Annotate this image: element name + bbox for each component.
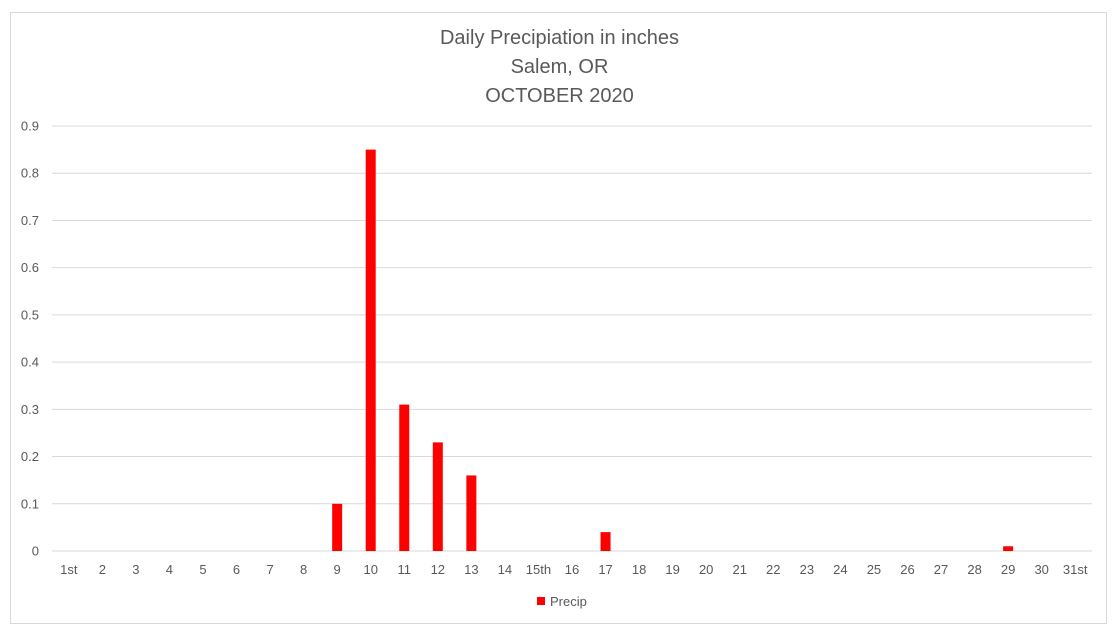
x-tick-label: 16 <box>565 562 579 577</box>
gridlines <box>52 125 1092 552</box>
y-tick-label: 0.3 <box>21 402 39 417</box>
bar-day-11 <box>399 404 410 551</box>
bar-day-10 <box>365 149 376 551</box>
chart-title-block: Daily Precipiation in inches Salem, OR O… <box>0 0 1119 111</box>
chart-subtitle-location: Salem, OR <box>510 56 609 78</box>
bar-day-13 <box>466 475 477 551</box>
y-tick-label: 0.9 <box>21 119 39 134</box>
bar-day-9 <box>332 503 343 551</box>
x-tick-label: 31st <box>1063 562 1088 577</box>
x-tick-label: 27 <box>934 562 948 577</box>
chart-frame <box>10 12 1107 624</box>
y-tick-label: 0.4 <box>21 355 39 370</box>
chart-title: Daily Precipiation in inches <box>439 27 679 49</box>
x-tick-label: 21 <box>733 562 747 577</box>
x-tick-label: 24 <box>833 562 847 577</box>
bar-day-29 <box>1003 546 1014 551</box>
y-tick-label: 0.7 <box>21 213 39 228</box>
x-tick-label: 14 <box>498 562 512 577</box>
y-tick-label: 0.6 <box>21 260 39 275</box>
x-tick-label: 4 <box>166 562 173 577</box>
y-tick-label: 0.5 <box>21 307 39 322</box>
bar-day-17 <box>600 532 611 551</box>
x-tick-label: 8 <box>300 562 307 577</box>
x-tick-label: 20 <box>699 562 713 577</box>
y-tick-label: 0.1 <box>21 496 39 511</box>
x-tick-label: 22 <box>766 562 780 577</box>
x-tick-label: 30 <box>1034 562 1048 577</box>
x-tick-label: 25 <box>867 562 881 577</box>
x-tick-label: 15th <box>526 562 551 577</box>
x-tick-label: 17 <box>598 562 612 577</box>
legend-label: Precip <box>550 594 587 609</box>
x-tick-label: 11 <box>398 562 412 577</box>
bars <box>332 149 1014 551</box>
x-tick-label: 5 <box>199 562 206 577</box>
legend: Precip <box>537 594 587 609</box>
x-tick-label: 12 <box>431 562 445 577</box>
legend-swatch <box>537 597 545 605</box>
x-tick-label: 7 <box>266 562 273 577</box>
x-tick-label: 18 <box>632 562 646 577</box>
x-tick-label: 6 <box>233 562 240 577</box>
y-tick-label: 0.8 <box>21 166 39 181</box>
x-tick-label: 28 <box>967 562 981 577</box>
y-axis-ticks: 0 0.1 0.2 0.3 0.4 0.5 0.6 0.7 0.8 0.9 <box>21 119 39 559</box>
x-tick-label: 10 <box>363 562 377 577</box>
bar-day-12 <box>432 442 443 551</box>
x-tick-label: 19 <box>665 562 679 577</box>
x-tick-label: 13 <box>464 562 478 577</box>
x-tick-label: 29 <box>1001 562 1015 577</box>
x-tick-label: 9 <box>334 562 341 577</box>
x-tick-label: 26 <box>900 562 914 577</box>
y-tick-label: 0 <box>32 544 39 559</box>
x-tick-label: 23 <box>800 562 814 577</box>
y-tick-label: 0.2 <box>21 449 39 464</box>
x-tick-label: 2 <box>99 562 106 577</box>
x-tick-label: 1st <box>60 562 78 577</box>
x-axis-ticks: 1st 2 3 4 5 6 7 8 9 10 11 12 13 14 15th 16 17 18 19 20 21 22 2… <box>60 562 1088 577</box>
chart-subtitle-month: OCTOBER 2020 <box>485 85 634 107</box>
x-tick-label: 3 <box>132 562 139 577</box>
